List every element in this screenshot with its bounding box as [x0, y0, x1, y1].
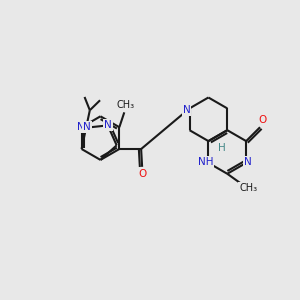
Text: N: N — [244, 157, 252, 167]
Text: N: N — [104, 120, 112, 130]
Text: NH: NH — [198, 157, 213, 167]
Text: N: N — [77, 122, 85, 132]
Text: N: N — [83, 122, 91, 132]
Text: CH₃: CH₃ — [116, 100, 134, 110]
Text: H: H — [218, 143, 226, 153]
Text: O: O — [138, 169, 146, 179]
Text: O: O — [258, 115, 266, 125]
Text: N: N — [183, 105, 190, 116]
Text: CH₃: CH₃ — [239, 183, 257, 193]
